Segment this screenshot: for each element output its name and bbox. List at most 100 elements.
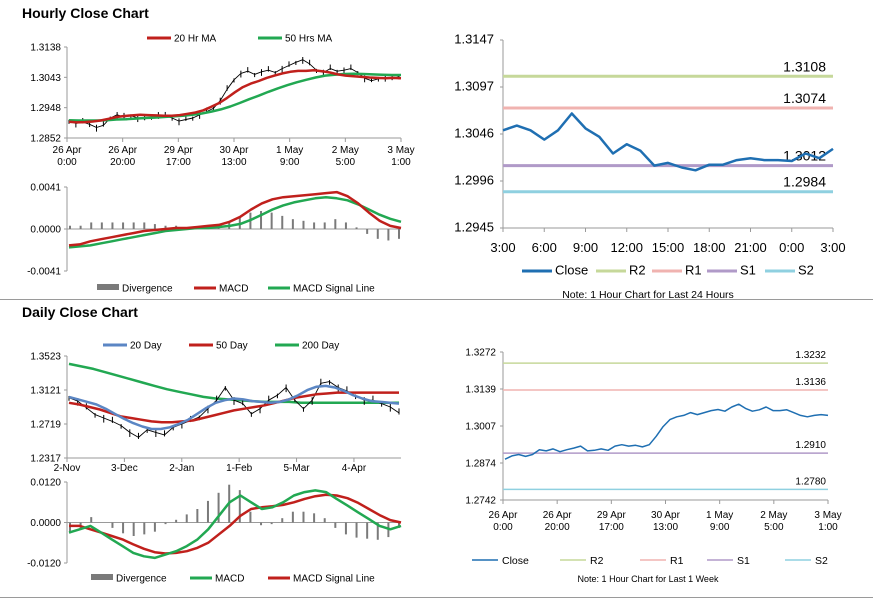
legend-label: 50 Hrs MA	[285, 34, 333, 45]
y-tick-label: 0.0120	[30, 478, 61, 489]
x-tick-label: 3-Dec	[111, 463, 138, 474]
y-tick-label: 1.3147	[454, 32, 494, 47]
legend-label: R1	[685, 263, 702, 278]
level-label-r1: 1.3074	[783, 90, 826, 106]
legend-swatch	[91, 574, 113, 580]
y-tick-label: 0.0041	[30, 183, 61, 194]
y-tick-label: 1.3121	[30, 386, 61, 397]
legend-label: MACD Signal Line	[293, 284, 375, 295]
level-label-r2: 1.3232	[795, 350, 826, 361]
ma50-line	[68, 391, 399, 424]
y-tick-label: 1.2874	[465, 459, 496, 470]
x-tick-label: 2 May	[332, 145, 359, 156]
level-label-r1: 1.3136	[795, 377, 826, 388]
level-label-r2: 1.3108	[783, 58, 826, 74]
legend-label: S2	[798, 263, 814, 278]
legend-swatch	[97, 284, 119, 290]
legend-label: S2	[815, 555, 828, 567]
x-tick-label: 20:00	[110, 157, 135, 168]
x-tick-label: 2-Nov	[54, 463, 81, 474]
y-tick-label: 1.3097	[454, 79, 494, 94]
x-tick-label: 1:00	[818, 522, 838, 533]
macd-line	[68, 489, 402, 560]
x-tick-label: 26 Apr	[53, 145, 83, 156]
x-tick-label: 17:00	[599, 522, 624, 533]
legend-label: Divergence	[122, 284, 173, 295]
legend-label: 50 Day	[216, 341, 248, 352]
y-tick-label: 1.2852	[30, 134, 61, 145]
legend-label: R1	[670, 555, 684, 567]
x-tick-label: 3:00	[490, 240, 515, 255]
chart-note: Note: 1 Hour Chart for Last 24 Hours	[562, 289, 734, 301]
x-tick-label: 3 May	[387, 145, 414, 156]
legend-label: 20 Day	[130, 341, 162, 352]
legend-label: 20 Hr MA	[174, 34, 217, 45]
y-tick-label: 1.2948	[30, 103, 61, 114]
x-tick-label: 1 May	[276, 145, 303, 156]
hourly-section-title: Hourly Close Chart	[22, 5, 149, 21]
y-tick-label: 1.3043	[30, 73, 61, 84]
x-tick-label: 26 Apr	[489, 510, 519, 521]
x-tick-label: 13:00	[653, 522, 678, 533]
ma20-line	[68, 68, 402, 124]
y-tick-label: -0.0120	[27, 559, 61, 570]
x-tick-label: 30 Apr	[651, 510, 681, 521]
y-tick-label: 1.3138	[30, 43, 61, 54]
section-separator	[0, 299, 873, 300]
x-tick-label: 3 May	[814, 510, 841, 521]
y-tick-label: 1.2317	[30, 454, 61, 465]
level-label-s1: 1.2910	[795, 440, 826, 451]
x-tick-label: 5:00	[336, 157, 356, 168]
legend-label: Close	[555, 263, 588, 278]
daily-section-title: Daily Close Chart	[22, 304, 138, 320]
x-tick-label: 6:00	[532, 240, 557, 255]
legend-label: MACD	[219, 284, 248, 295]
x-tick-label: 30 Apr	[220, 145, 250, 156]
x-tick-label: 26 Apr	[543, 510, 573, 521]
legend-label: Divergence	[116, 574, 167, 585]
y-tick-label: -0.0041	[27, 267, 61, 278]
macd-signal-line	[68, 195, 402, 249]
legend-label: Close	[502, 555, 529, 567]
x-tick-label: 0:00	[57, 157, 77, 168]
x-tick-label: 2-Jan	[169, 463, 194, 474]
legend-label: MACD Signal Line	[293, 574, 375, 585]
x-tick-label: 3:00	[820, 240, 845, 255]
level-label-s2: 1.2780	[795, 476, 826, 487]
legend-label: 200 Day	[302, 341, 339, 352]
x-tick-label: 29 Apr	[164, 145, 194, 156]
x-tick-label: 9:00	[573, 240, 598, 255]
legend-label: R2	[629, 263, 646, 278]
y-tick-label: 1.3046	[454, 126, 494, 141]
x-tick-label: 9:00	[710, 522, 730, 533]
y-tick-label: 0.0000	[30, 518, 61, 529]
x-tick-label: 5:00	[764, 522, 784, 533]
legend-label: S1	[737, 555, 750, 567]
legend-label: R2	[590, 555, 604, 567]
x-tick-label: 12:00	[610, 240, 643, 255]
x-tick-label: 20:00	[545, 522, 570, 533]
x-tick-label: 9:00	[280, 157, 300, 168]
level-label-s2: 1.2984	[783, 174, 826, 190]
x-tick-label: 1-Feb	[226, 463, 253, 474]
y-tick-label: 1.2719	[30, 420, 61, 431]
y-tick-label: 1.3007	[465, 422, 496, 433]
x-tick-label: 4-Apr	[342, 463, 367, 474]
macd-signal-line	[69, 493, 402, 555]
x-tick-label: 21:00	[734, 240, 767, 255]
y-tick-label: 1.2945	[454, 220, 494, 235]
y-tick-label: 1.3272	[465, 348, 496, 359]
close-line	[502, 112, 834, 172]
macd-line	[68, 190, 402, 247]
y-tick-label: 0.0000	[30, 225, 61, 236]
x-tick-label: 0:00	[493, 522, 513, 533]
y-tick-label: 1.3139	[465, 385, 496, 396]
x-tick-label: 17:00	[166, 157, 191, 168]
y-tick-label: 1.2742	[465, 496, 496, 507]
x-tick-label: 1:00	[391, 157, 411, 168]
legend-label: MACD	[215, 574, 244, 585]
